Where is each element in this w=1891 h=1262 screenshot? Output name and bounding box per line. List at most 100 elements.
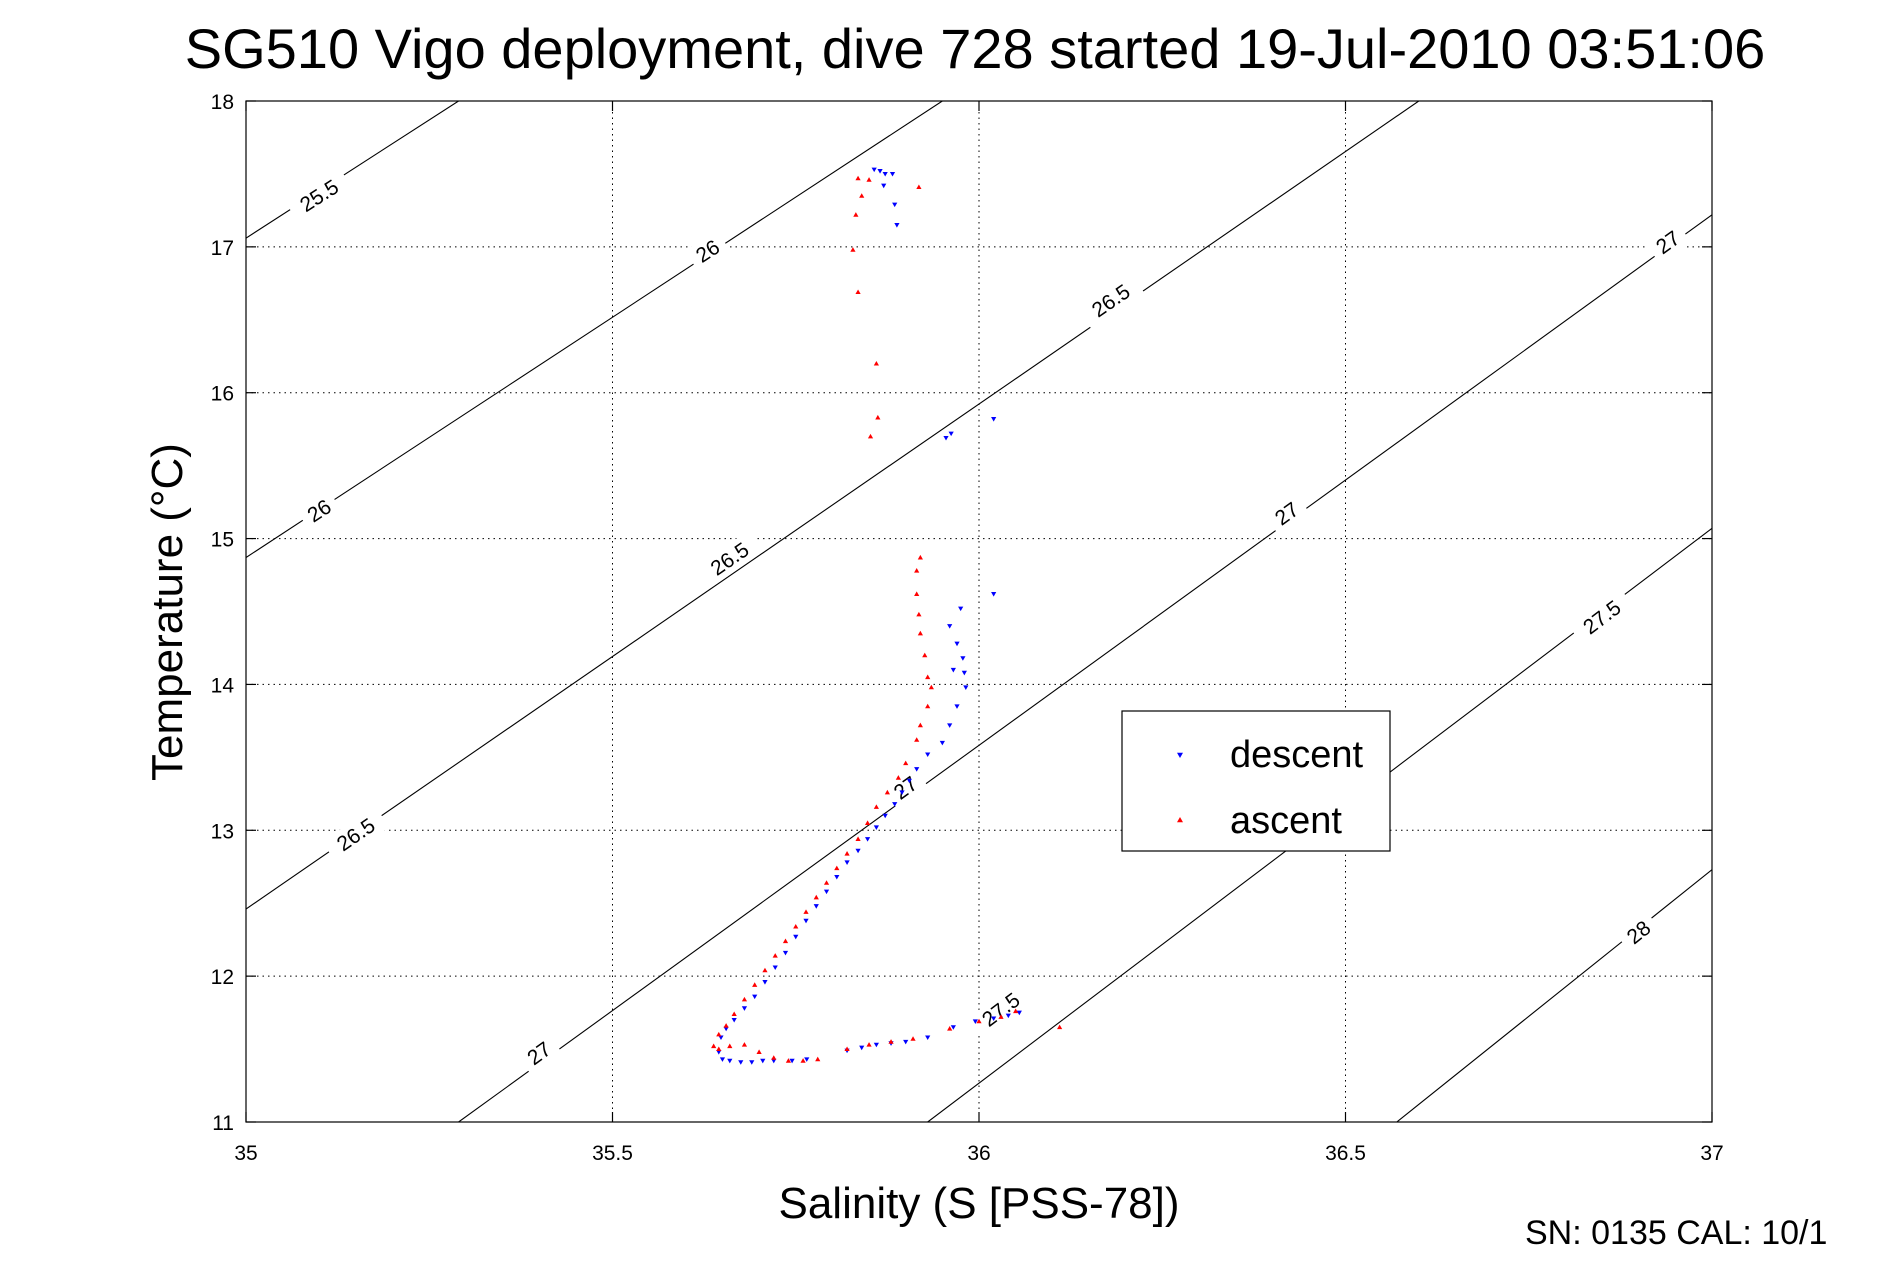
y-tick-label: 18	[211, 91, 234, 114]
descent-point	[882, 813, 888, 819]
ascent-point	[800, 1058, 806, 1063]
y-tick-label: 11	[212, 1112, 234, 1135]
x-tick-label: 35	[234, 1142, 257, 1165]
ascent-point	[925, 674, 931, 680]
ascent-point	[823, 880, 830, 885]
descent-point	[834, 875, 840, 880]
descent-point	[958, 606, 964, 612]
y-tick-label: 15	[211, 529, 234, 552]
ascent-point	[922, 652, 928, 658]
ascent-point	[793, 923, 799, 929]
descent-point	[877, 169, 883, 174]
descent-point	[719, 1057, 726, 1062]
descent-point	[823, 889, 830, 895]
descent-point	[804, 1057, 810, 1062]
ascent-point	[762, 967, 768, 973]
descent-point	[939, 740, 945, 746]
axis-ticks: 35 35.5 36 36.5 37 11 12 13 14 15 16 17 18	[211, 91, 1724, 1165]
ascent-point	[916, 611, 922, 617]
ascent-point	[756, 1049, 762, 1054]
ascent-point	[917, 630, 923, 636]
ascent-point	[785, 1058, 792, 1063]
descent-point	[762, 980, 768, 985]
legend-label-descent: descent	[1230, 734, 1364, 776]
contour-label-background	[882, 766, 929, 810]
contour-label-background	[1645, 220, 1692, 265]
descent-point	[1016, 1010, 1022, 1016]
descent-point	[749, 1060, 755, 1065]
descent-point	[991, 417, 997, 422]
legend-marker-ascent	[1177, 817, 1183, 823]
legend: descent ascent	[1121, 710, 1391, 852]
ascent-point	[834, 865, 840, 871]
contour-label-background	[285, 167, 354, 225]
descent-point	[844, 860, 850, 865]
descent-point	[782, 950, 789, 956]
descent-point	[855, 848, 861, 854]
descent-point	[1005, 1013, 1011, 1019]
descent-point	[947, 723, 953, 728]
descent-point	[873, 825, 879, 830]
descent-point	[914, 767, 920, 772]
ascent-point	[741, 1042, 748, 1047]
contour-label-background	[296, 489, 343, 533]
ascent-point	[875, 414, 881, 420]
ascent-point	[741, 996, 748, 1002]
descent-point	[925, 752, 931, 758]
descent-point	[881, 183, 887, 189]
descent-point	[789, 1058, 795, 1064]
descent-point	[948, 431, 954, 437]
descent-point	[889, 171, 896, 177]
descent-point	[943, 435, 949, 441]
descent-point	[871, 167, 877, 173]
descent-point	[752, 994, 758, 1000]
descent-point	[972, 1019, 978, 1024]
descent-point	[991, 592, 997, 597]
y-tick-label: 16	[211, 383, 234, 406]
ascent-point	[895, 775, 901, 780]
y-axis-label: Temperature (°C)	[143, 443, 192, 781]
contour-label-background	[1568, 587, 1636, 648]
ascent-point	[727, 1043, 733, 1049]
ascent-point	[914, 591, 920, 596]
descent-point	[731, 1017, 737, 1023]
ascent-point	[903, 760, 909, 766]
descent-point	[723, 1026, 729, 1032]
y-tick-label: 14	[211, 674, 235, 697]
descent-point	[892, 202, 898, 208]
data-points	[711, 167, 1063, 1065]
y-tick-label: 17	[211, 237, 234, 260]
ascent-point	[864, 820, 871, 825]
descent-point	[894, 223, 900, 228]
ascent-point	[947, 1026, 953, 1031]
ascent-point	[772, 953, 778, 958]
x-tick-label: 36	[967, 1142, 990, 1165]
ascent-point	[855, 175, 861, 181]
x-tick-label: 37	[1700, 1142, 1723, 1165]
descent-point	[741, 1006, 748, 1011]
descent-point	[960, 656, 966, 661]
descent-point	[954, 641, 960, 647]
density-contour-line	[458, 214, 1712, 1122]
ascent-point	[771, 1055, 777, 1060]
ascent-point	[855, 836, 861, 841]
ascent-point	[917, 554, 923, 560]
descent-point	[803, 918, 809, 924]
descent-point	[961, 670, 967, 676]
ascent-point	[853, 212, 859, 217]
density-contour-line	[1396, 869, 1712, 1122]
ascent-point	[716, 1031, 722, 1037]
descent-point	[892, 802, 898, 807]
series-ascent	[711, 175, 1063, 1063]
contour-label-background	[516, 1031, 563, 1076]
x-axis-label: Salinity (S [PSS-78])	[778, 1179, 1179, 1228]
density-contour-line	[246, 101, 943, 558]
contour-label-background	[1615, 910, 1662, 955]
ascent-point	[873, 360, 879, 366]
chart-title: SG510 Vigo deployment, dive 728 started …	[185, 17, 1766, 80]
descent-point	[954, 704, 960, 709]
ascent-point	[866, 177, 872, 182]
descent-point	[864, 837, 871, 842]
x-tick-label: 36.5	[1325, 1142, 1366, 1165]
